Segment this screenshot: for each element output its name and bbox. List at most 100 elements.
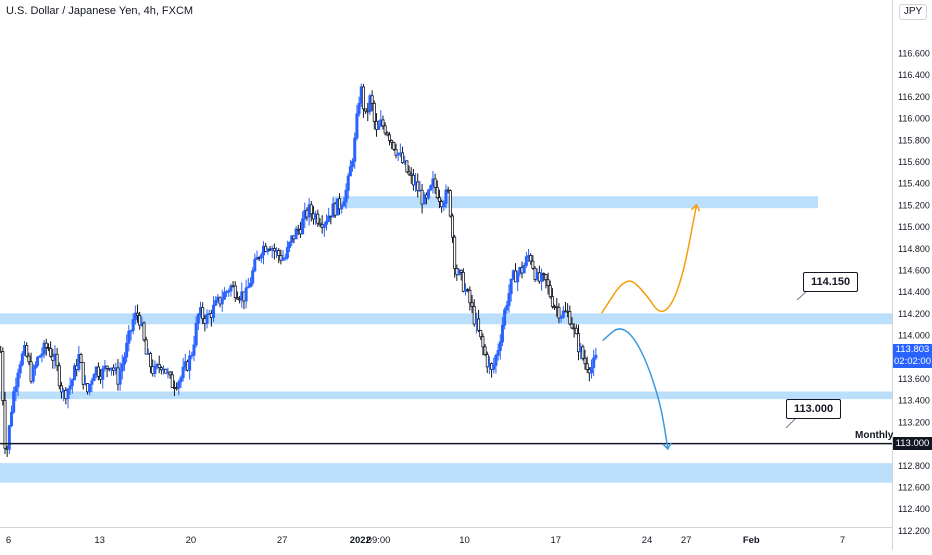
candle (136, 304, 140, 323)
candle (138, 311, 142, 330)
candle (40, 347, 44, 363)
candle (133, 305, 137, 325)
candle (346, 172, 350, 199)
candle (214, 296, 218, 307)
candle (496, 343, 500, 361)
candle (401, 146, 405, 164)
candle (283, 253, 287, 261)
candle (18, 360, 22, 379)
candle (392, 141, 396, 151)
candle (542, 272, 546, 282)
candles-layer (0, 83, 598, 457)
candle (483, 344, 487, 357)
candle (581, 344, 585, 361)
candle (10, 405, 14, 428)
candle (20, 351, 24, 367)
candle (177, 379, 181, 396)
candle (435, 180, 439, 200)
candle (325, 214, 329, 231)
candle (444, 184, 448, 209)
candle (288, 241, 292, 252)
candle (46, 343, 50, 352)
candle (66, 388, 70, 409)
candle (205, 309, 209, 329)
candle (201, 302, 205, 325)
level-label-114150[interactable]: 114.150 (803, 272, 859, 292)
candle (381, 115, 385, 130)
candle (105, 365, 109, 378)
zone-0 (333, 196, 818, 209)
candle (576, 324, 580, 361)
candle (122, 352, 126, 371)
candle (222, 287, 226, 300)
candle (477, 309, 481, 333)
candle (348, 159, 352, 177)
price-tick-label: 114.800 (898, 244, 930, 254)
candle (550, 288, 554, 309)
candle (485, 351, 489, 374)
candle (309, 201, 313, 222)
price-tick-label: 115.200 (898, 200, 930, 210)
candle (81, 362, 85, 390)
candle (131, 313, 135, 335)
time-tick-label: 6 (6, 535, 11, 546)
candle (270, 245, 274, 259)
candle (196, 313, 200, 331)
candle (557, 303, 561, 324)
candle (322, 221, 326, 237)
price-tick-label: 112.600 (898, 483, 930, 493)
candle (253, 253, 257, 273)
bullish-projection-arrow[interactable] (600, 204, 698, 314)
candle (49, 341, 53, 358)
candle (540, 268, 544, 291)
price-tick-label: 112.200 (898, 526, 930, 536)
time-tick-label: Feb (743, 535, 760, 546)
candle (181, 357, 185, 382)
candle (164, 368, 168, 374)
candle (277, 248, 281, 264)
candle (1, 347, 5, 406)
candle (42, 339, 46, 359)
candle (229, 283, 233, 297)
time-tick-label: 17 (551, 535, 562, 546)
candle (546, 272, 550, 295)
candle (149, 351, 153, 374)
candle (353, 132, 357, 169)
candle (144, 336, 148, 355)
price-tick-label: 115.400 (898, 179, 930, 189)
candle (212, 296, 216, 322)
candle (285, 240, 289, 260)
candle (327, 207, 331, 223)
candle (14, 377, 18, 402)
candle (259, 252, 263, 263)
candle (427, 188, 431, 200)
candle (422, 192, 426, 205)
level-label-113000[interactable]: 113.000 (786, 399, 842, 419)
candle (561, 305, 565, 320)
candle (59, 381, 63, 399)
time-tick-label: 20 (186, 535, 197, 546)
candle (179, 375, 183, 388)
last-price-value: 113.803 (895, 344, 930, 356)
candle (544, 273, 548, 289)
candle (188, 350, 192, 380)
time-tick-label: 13 (94, 535, 105, 546)
price-tick-label: 115.000 (898, 222, 930, 232)
bearish-projection-arrow[interactable] (602, 328, 669, 450)
candle (301, 211, 305, 235)
candle (374, 113, 378, 137)
candle (524, 251, 528, 268)
candle (516, 270, 520, 292)
price-axis[interactable]: 112.200 112.400 112.600 112.800 113.200 113.4… (898, 49, 930, 536)
monthly-label: Monthly (855, 429, 894, 441)
candle (433, 173, 437, 195)
candle (361, 83, 365, 118)
candle (129, 329, 133, 341)
candle (405, 160, 409, 174)
candle (490, 362, 494, 378)
candle (342, 197, 346, 207)
currency-badge[interactable]: JPY (899, 4, 927, 20)
